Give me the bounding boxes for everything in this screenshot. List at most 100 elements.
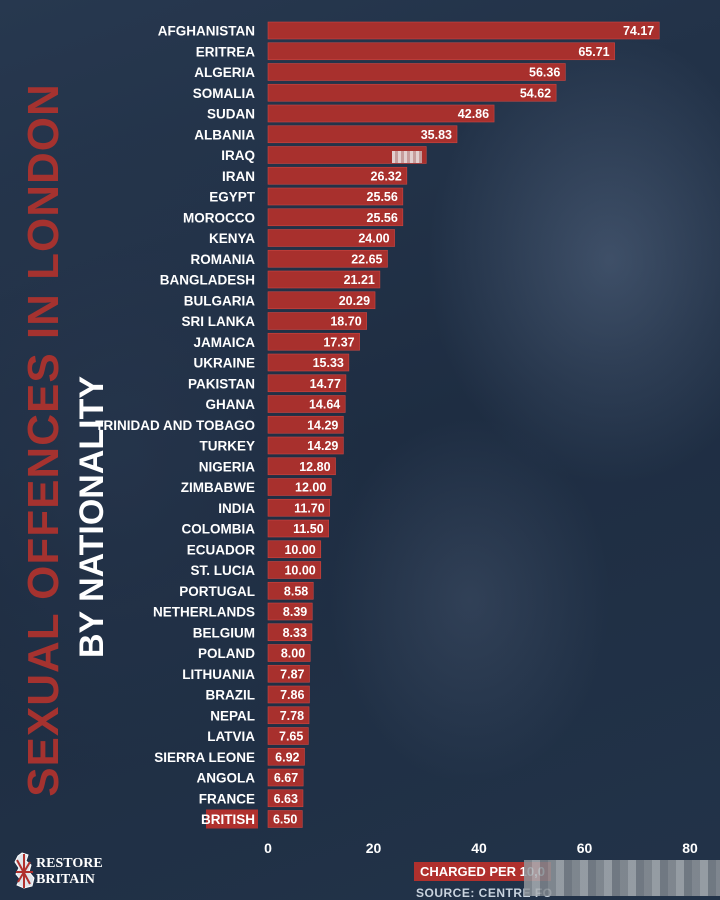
value-label: 8.39 — [283, 605, 307, 619]
logo-line-1: RESTORE — [36, 856, 103, 871]
value-label: 35.83 — [421, 128, 452, 142]
category-label: ST. LUCIA — [190, 563, 255, 578]
category-label: TURKEY — [199, 439, 255, 454]
bar — [267, 166, 408, 185]
category-label: ALGERIA — [194, 65, 255, 80]
category-label: LITHUANIA — [182, 667, 255, 682]
bar — [267, 249, 388, 268]
category-label: ERITREA — [196, 44, 256, 59]
bar — [267, 291, 376, 310]
category-label: INDIA — [218, 501, 255, 516]
value-label: 24.00 — [358, 232, 389, 246]
category-label: ROMANIA — [191, 252, 256, 267]
value-label: 25.56 — [367, 190, 398, 204]
value-label: 6.63 — [274, 792, 298, 806]
bar — [267, 747, 305, 766]
value-label: 18.70 — [330, 315, 361, 329]
category-label: ANGOLA — [197, 771, 256, 786]
x-tick-label: 0 — [264, 840, 272, 856]
category-label: NETHERLANDS — [153, 605, 255, 620]
value-label: 6.92 — [275, 750, 299, 764]
bar — [267, 146, 427, 164]
category-label: BULGARIA — [184, 293, 255, 308]
value-label: 10.00 — [284, 564, 315, 578]
value-label: 25.56 — [367, 211, 398, 225]
category-label: NEPAL — [210, 708, 255, 723]
bar — [267, 395, 346, 413]
bar — [267, 519, 329, 538]
x-tick-label: 80 — [682, 840, 698, 856]
value-label: 8.00 — [281, 647, 305, 661]
category-label: SUDAN — [207, 107, 255, 122]
category-label: JAMAICA — [193, 335, 255, 350]
value-label: 26.32 — [371, 169, 402, 183]
bar — [267, 63, 566, 81]
bar — [267, 789, 304, 808]
category-label: SOMALIA — [193, 86, 255, 101]
logo-text: RESTORE BRITAIN — [36, 856, 103, 888]
value-label: 7.65 — [279, 730, 303, 744]
category-label: BANGLADESH — [160, 273, 255, 288]
value-label: 10.00 — [284, 543, 315, 557]
category-label: BRITISH — [201, 812, 255, 827]
value-label: 6.67 — [274, 771, 298, 785]
bar — [267, 415, 344, 434]
bar — [267, 229, 395, 247]
category-label: KENYA — [209, 231, 255, 246]
bar — [267, 685, 310, 704]
category-label: POLAND — [198, 646, 255, 661]
category-label: IRAQ — [221, 148, 255, 163]
bar — [267, 457, 336, 476]
bar — [267, 561, 322, 579]
bar — [267, 581, 314, 600]
category-label: PORTUGAL — [179, 584, 255, 599]
bar — [267, 270, 381, 289]
bar — [267, 374, 347, 393]
value-label: 14.29 — [307, 439, 338, 453]
category-label: ZIMBABWE — [181, 480, 255, 495]
bar — [267, 208, 404, 227]
category-label: NIGERIA — [199, 459, 256, 474]
bar — [267, 727, 309, 745]
category-label: LATVIA — [207, 729, 255, 744]
bar — [267, 810, 303, 828]
value-label: 12.80 — [299, 460, 330, 474]
value-label: 54.62 — [520, 86, 551, 100]
value-label: 74.17 — [623, 24, 654, 38]
value-label: 7.87 — [280, 667, 304, 681]
bar — [267, 498, 331, 517]
category-label: EGYPT — [209, 190, 256, 205]
category-label: UKRAINE — [193, 356, 255, 371]
category-label: ALBANIA — [194, 127, 255, 142]
bar — [267, 768, 304, 787]
category-label: COLOMBIA — [182, 522, 256, 537]
category-label: IRAN — [222, 169, 255, 184]
x-tick-label: 40 — [471, 840, 487, 856]
value-label: 15.33 — [313, 356, 344, 370]
bar — [267, 187, 404, 206]
bar — [267, 353, 350, 372]
bar — [267, 104, 495, 123]
bar — [267, 436, 344, 455]
value-label: 7.86 — [280, 688, 304, 702]
category-label: PAKISTAN — [188, 376, 255, 391]
bar — [267, 21, 660, 40]
category-label: TRINIDAD AND TOBAGO — [95, 418, 255, 433]
category-label: AFGHANISTAN — [158, 24, 255, 39]
logo-line-2: BRITAIN — [36, 872, 95, 887]
union-flag-map-icon — [14, 852, 35, 889]
value-label: 65.71 — [578, 45, 609, 59]
x-tick-label: 20 — [366, 840, 382, 856]
bar — [267, 42, 615, 61]
value-label: 22.65 — [351, 252, 382, 266]
highlight-label-box — [206, 809, 258, 829]
value-label: 20.29 — [339, 294, 370, 308]
value-label: 8.58 — [284, 584, 308, 598]
value-label: 14.77 — [310, 377, 341, 391]
value-label: 8.33 — [283, 626, 307, 640]
category-label: BRAZIL — [206, 688, 256, 703]
bar — [267, 623, 313, 642]
bar — [267, 602, 313, 621]
bar — [267, 706, 310, 725]
